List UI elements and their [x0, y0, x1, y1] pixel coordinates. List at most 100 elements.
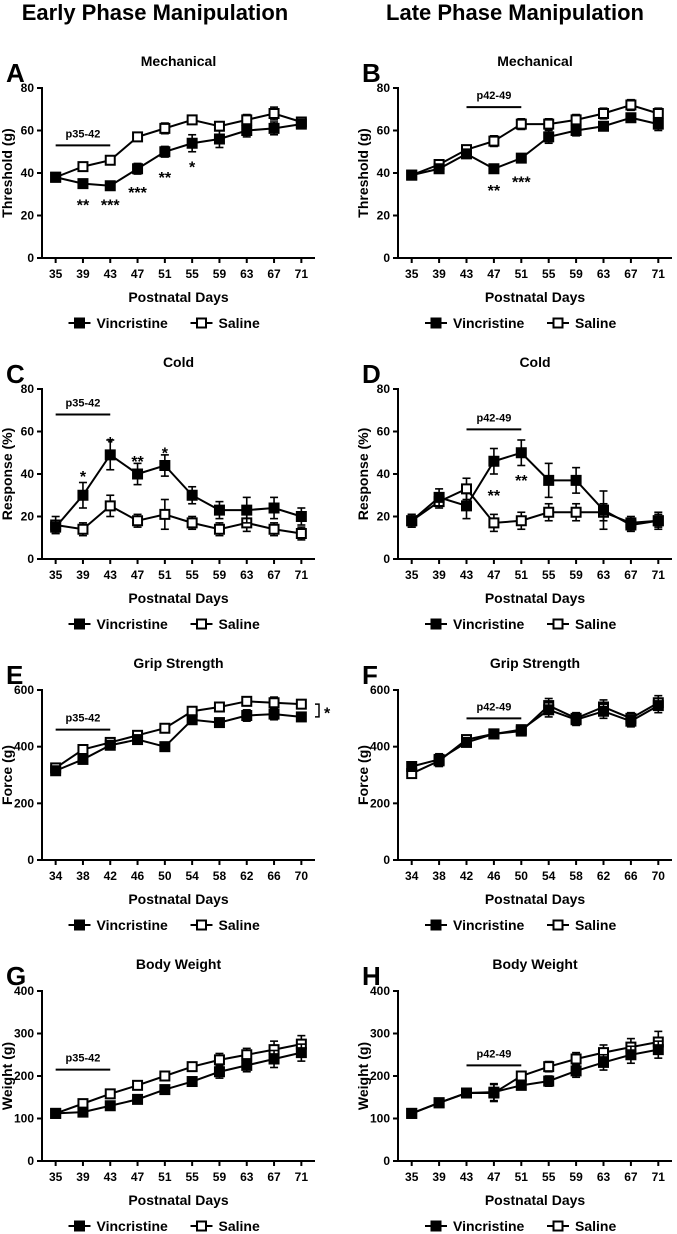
saline-point — [488, 135, 500, 147]
y-tick-label: 300 — [14, 1027, 34, 1041]
x-tick-label: 35 — [49, 267, 63, 281]
legend-vincristine-label: Vincristine — [453, 917, 525, 933]
vincristine-point — [104, 449, 116, 461]
legend-saline-label: Saline — [219, 1218, 260, 1234]
panel-letter: B — [362, 58, 381, 88]
series-saline — [406, 694, 664, 780]
vincristine-point — [241, 1059, 253, 1071]
y-tick-label: 0 — [27, 251, 34, 265]
y-tick-label: 200 — [370, 1069, 390, 1083]
saline-point — [159, 722, 171, 734]
injection-window-label: p42-49 — [476, 701, 511, 713]
saline-point — [213, 701, 225, 713]
y-tick-label: 0 — [27, 552, 34, 566]
x-tick-label: 34 — [49, 869, 63, 883]
injection-window-label: p42-49 — [476, 1048, 511, 1060]
x-tick-label: 47 — [131, 267, 145, 281]
x-tick-label: 66 — [267, 869, 281, 883]
significance-mark: *** — [512, 174, 531, 191]
series-line — [411, 451, 659, 527]
x-tick-label: 54 — [185, 869, 199, 883]
x-tick-label: 39 — [76, 568, 90, 582]
saline-point — [77, 523, 89, 535]
legend: Vincristine Saline — [425, 917, 616, 933]
series-saline — [406, 98, 664, 181]
y-axis-label: Force (g) — [355, 745, 371, 805]
y-tick-label: 100 — [14, 1112, 34, 1126]
series-line — [55, 1043, 302, 1115]
x-tick-label: 51 — [158, 267, 172, 281]
legend-saline-marker — [552, 1220, 564, 1232]
x-tick-label: 59 — [569, 267, 583, 281]
y-tick-label: 0 — [27, 1154, 34, 1168]
chart-title: Grip Strength — [490, 655, 580, 671]
y-tick-label: 0 — [383, 1154, 390, 1168]
vincristine-point — [268, 1053, 280, 1065]
legend-vincristine-label: Vincristine — [97, 315, 169, 331]
legend-vincristine-label: Vincristine — [97, 917, 169, 933]
vincristine-point — [433, 163, 445, 175]
vincristine-point — [543, 474, 555, 486]
x-tick-label: 71 — [652, 267, 666, 281]
x-tick-label: 51 — [515, 568, 529, 582]
series-line — [55, 123, 302, 187]
panel-letter: E — [6, 660, 23, 690]
vincristine-point — [488, 1086, 500, 1098]
vincristine-point — [461, 148, 472, 160]
legend-saline-marker — [196, 919, 207, 931]
x-tick-label: 34 — [405, 869, 419, 883]
saline-point — [241, 1049, 253, 1061]
x-tick-label: 71 — [295, 267, 309, 281]
vincristine-point — [652, 1044, 664, 1056]
saline-point — [132, 1079, 144, 1091]
legend-vincristine-marker — [74, 317, 85, 329]
saline-point — [515, 515, 527, 527]
vincristine-point — [159, 1084, 171, 1096]
series-line — [411, 1041, 659, 1115]
x-tick-label: 43 — [460, 1170, 474, 1184]
saline-point — [268, 697, 280, 709]
saline-point — [515, 118, 527, 130]
saline-point — [543, 1061, 555, 1073]
x-tick-label: 47 — [487, 1170, 501, 1184]
x-tick-label: 39 — [76, 1170, 90, 1184]
vincristine-point — [598, 1056, 609, 1068]
vincristine-point — [570, 714, 582, 726]
significance-mark: * — [324, 706, 331, 723]
x-tick-label: 55 — [185, 568, 199, 582]
x-tick-label: 35 — [405, 1170, 419, 1184]
legend-vincristine-marker — [430, 618, 442, 630]
x-tick-label: 63 — [240, 1170, 254, 1184]
saline-point — [295, 528, 307, 539]
saline-point — [132, 131, 144, 143]
x-tick-label: 63 — [597, 267, 611, 281]
significance-mark: ** — [488, 488, 501, 505]
vincristine-point — [186, 137, 198, 149]
legend-saline-marker — [196, 618, 207, 630]
x-axis-label: Postnatal Days — [128, 891, 229, 907]
saline-point — [625, 99, 637, 111]
series-line — [54, 453, 302, 528]
y-tick-label: 40 — [21, 166, 35, 180]
x-tick-label: 54 — [542, 869, 556, 883]
x-axis-label: Postnatal Days — [128, 590, 229, 606]
x-tick-label: 47 — [487, 568, 501, 582]
saline-point — [241, 114, 253, 126]
legend-saline-label: Saline — [219, 616, 260, 632]
vincristine-point — [461, 736, 472, 748]
y-tick-label: 80 — [377, 81, 391, 95]
x-tick-label: 51 — [158, 568, 172, 582]
series-vincristine — [406, 1040, 664, 1119]
vincristine-point — [213, 1066, 225, 1078]
x-tick-label: 43 — [460, 267, 474, 281]
x-tick-label: 39 — [76, 267, 90, 281]
vincristine-point — [488, 728, 500, 740]
x-tick-label: 67 — [267, 568, 281, 582]
saline-point — [77, 161, 89, 173]
saline-point — [598, 108, 609, 119]
x-tick-label: 70 — [295, 869, 309, 883]
legend-vincristine-marker — [74, 618, 85, 630]
vincristine-point — [186, 489, 198, 501]
vincristine-point — [598, 120, 609, 132]
x-tick-label: 67 — [267, 1170, 281, 1184]
